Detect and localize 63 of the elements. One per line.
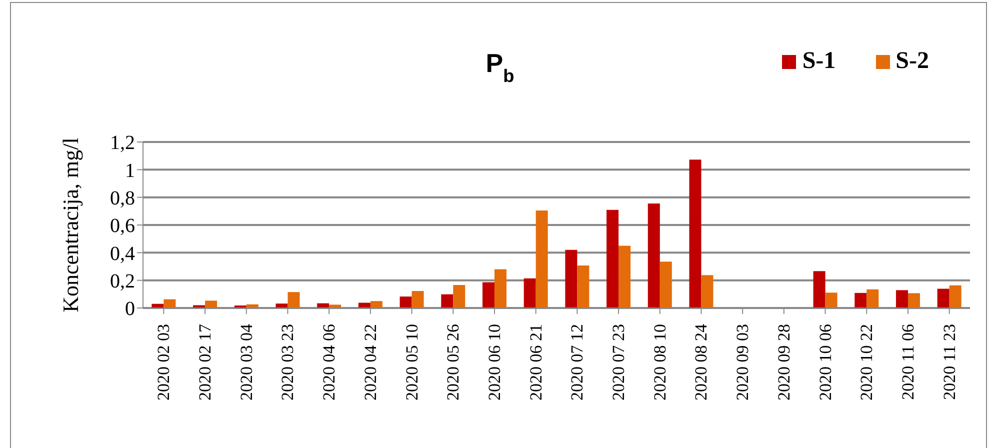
y-tick-label: 0 xyxy=(125,298,135,320)
y-tick-label: 1,2 xyxy=(110,132,135,154)
y-tick-label: 1 xyxy=(125,160,135,182)
bar xyxy=(205,300,218,308)
bar xyxy=(825,292,838,308)
x-tick-label: 2020 10 22 xyxy=(857,324,876,400)
x-tick-label: 2020 04 06 xyxy=(320,324,339,400)
x-tick-label: 2020 09 28 xyxy=(774,324,794,400)
bar xyxy=(648,204,660,308)
bar xyxy=(896,290,908,308)
bar xyxy=(494,269,506,308)
bar xyxy=(937,288,950,308)
bar xyxy=(400,296,412,308)
bar xyxy=(453,285,466,308)
bar xyxy=(276,304,288,308)
x-tick-label: 2020 04 22 xyxy=(360,324,380,400)
y-axis-title: Koncentracija, mg/l xyxy=(58,138,83,312)
bar xyxy=(164,299,176,308)
legend-label: S-2 xyxy=(896,48,929,75)
bar xyxy=(618,246,631,308)
y-tick-label: 0,6 xyxy=(110,215,135,238)
bar xyxy=(482,282,494,308)
bar xyxy=(524,278,536,308)
bar xyxy=(441,294,454,308)
bar xyxy=(866,289,879,308)
bar xyxy=(565,250,578,308)
x-tick-label: 2020 02 03 xyxy=(154,324,174,400)
x-tick-label: 2020 07 23 xyxy=(609,324,628,400)
bar xyxy=(813,271,826,308)
x-tick-label: 2020 03 23 xyxy=(278,324,298,400)
bar xyxy=(606,210,619,308)
x-tick-label: 2020 08 24 xyxy=(692,324,711,400)
bar xyxy=(689,160,702,308)
y-tick-label: 0,8 xyxy=(110,187,135,210)
bar xyxy=(536,210,548,308)
bar xyxy=(908,293,920,308)
bar xyxy=(577,266,590,308)
bar xyxy=(701,275,714,308)
bar xyxy=(949,285,962,308)
x-tick-label: 2020 09 03 xyxy=(733,324,752,400)
x-tick-label: 2020 11 23 xyxy=(940,324,959,400)
x-tick-label: 2020 06 10 xyxy=(484,324,504,400)
x-tick-label: 2020 10 06 xyxy=(816,324,835,400)
x-tick-label: 2020 06 21 xyxy=(526,324,546,400)
bar xyxy=(370,301,382,308)
chart-title: P$_{b}$ xyxy=(486,48,514,86)
x-tick-label: 2020 07 12 xyxy=(568,324,587,400)
x-tick-label: 2020 08 10 xyxy=(650,324,670,400)
bar xyxy=(854,292,867,308)
bar xyxy=(329,304,342,308)
x-tick-label: 2020 03 04 xyxy=(236,324,256,400)
bar xyxy=(288,292,300,308)
x-tick-label: 2020 05 26 xyxy=(444,324,463,400)
bar xyxy=(358,302,370,308)
legend-label: S-1 xyxy=(802,48,836,75)
bar xyxy=(412,290,424,308)
y-tick-label: 0,4 xyxy=(110,242,135,265)
bar xyxy=(660,262,672,308)
x-tick-label: 2020 05 10 xyxy=(402,324,422,400)
x-tick-label: 2020 11 06 xyxy=(898,324,918,400)
bar xyxy=(193,305,206,308)
y-tick-label: 0,2 xyxy=(110,270,135,292)
x-tick-label: 2020 02 17 xyxy=(196,324,215,400)
